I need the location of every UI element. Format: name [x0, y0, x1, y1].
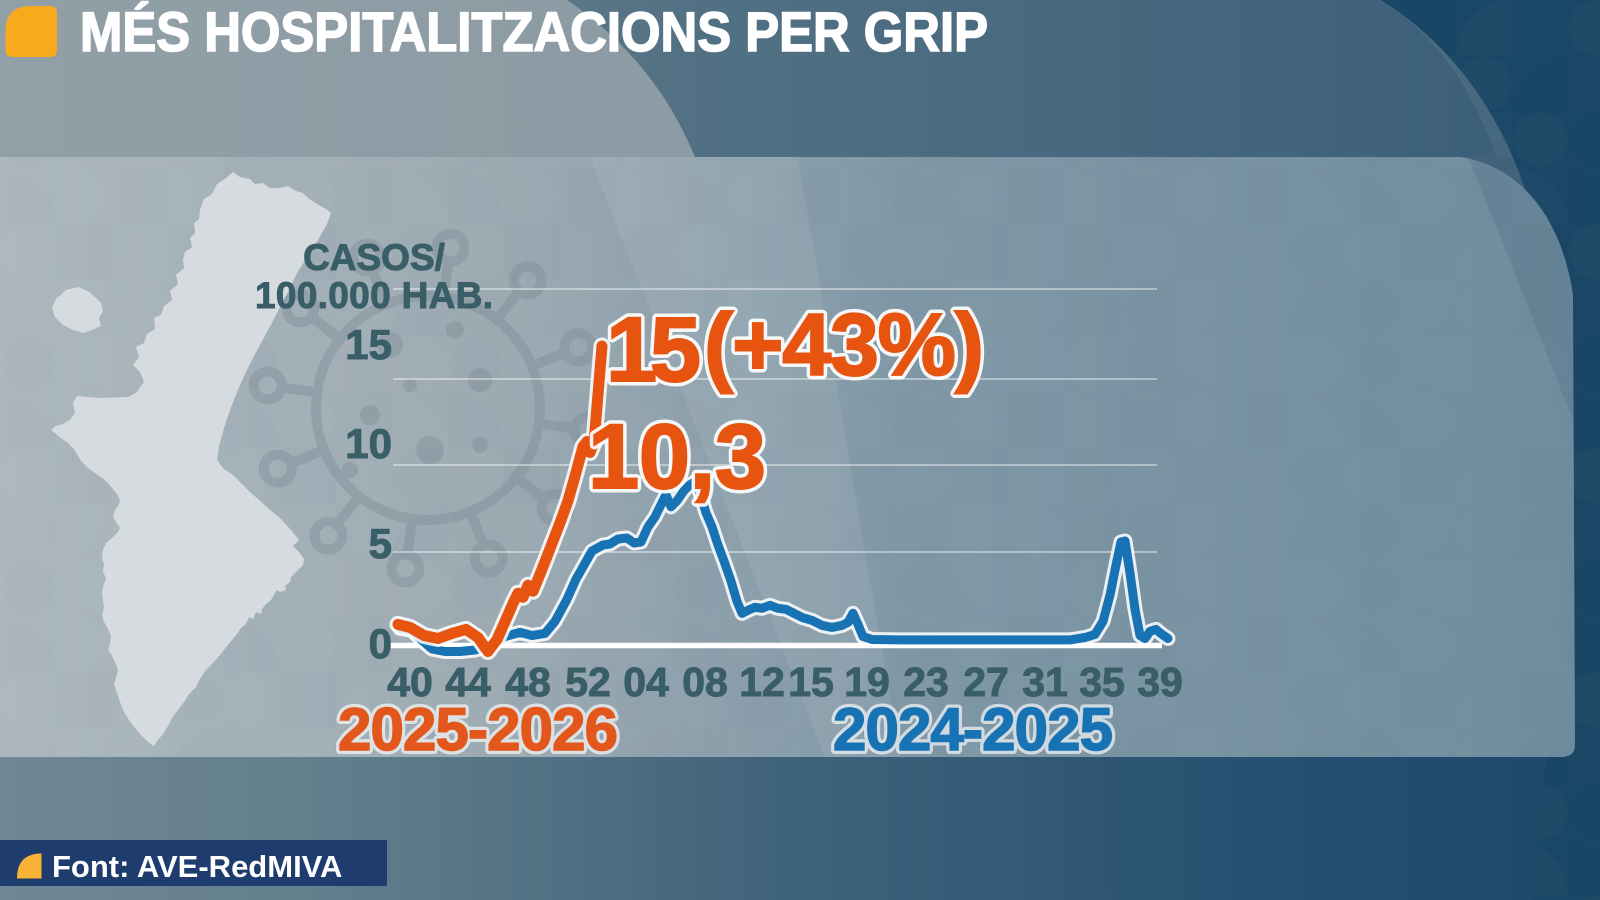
svg-text:40: 40 [387, 659, 433, 705]
svg-text:15: 15 [345, 321, 392, 368]
svg-text:2025-2026: 2025-2026 [338, 696, 618, 763]
svg-text:2024-2025: 2024-2025 [833, 696, 1113, 763]
svg-text:2024-2025: 2024-2025 [833, 696, 1113, 763]
svg-text:10: 10 [345, 420, 392, 467]
svg-text:10,3: 10,3 [588, 406, 766, 508]
svg-text:27: 27 [963, 659, 1009, 705]
svg-text:CASOS/: CASOS/ [303, 237, 445, 278]
svg-text:0: 0 [369, 620, 392, 667]
svg-text:08: 08 [682, 659, 728, 705]
svg-text:04: 04 [623, 659, 669, 705]
svg-text:19: 19 [844, 659, 890, 705]
svg-text:48: 48 [505, 659, 551, 705]
svg-text:5: 5 [369, 520, 392, 567]
svg-text:15: 15 [606, 299, 701, 401]
svg-text:15: 15 [788, 659, 834, 705]
svg-text:2025-2026: 2025-2026 [338, 696, 618, 763]
svg-text:39: 39 [1137, 659, 1183, 705]
svg-text:44: 44 [445, 659, 491, 705]
svg-text:100.000 HAB.: 100.000 HAB. [255, 275, 493, 316]
svg-text:12: 12 [739, 659, 785, 705]
svg-text:31: 31 [1022, 659, 1068, 705]
svg-text:(+43%): (+43%) [704, 295, 984, 394]
svg-text:MÉS HOSPITALITZACIONS PER GRIP: MÉS HOSPITALITZACIONS PER GRIP [80, 0, 988, 63]
svg-text:(+43%): (+43%) [704, 295, 984, 394]
svg-text:35: 35 [1079, 659, 1125, 705]
svg-text:23: 23 [903, 659, 949, 705]
svg-text:10,3: 10,3 [588, 406, 766, 508]
svg-text:15: 15 [606, 299, 701, 401]
svg-text:52: 52 [565, 659, 611, 705]
svg-text:Font: AVE-RedMIVA: Font: AVE-RedMIVA [52, 849, 342, 884]
